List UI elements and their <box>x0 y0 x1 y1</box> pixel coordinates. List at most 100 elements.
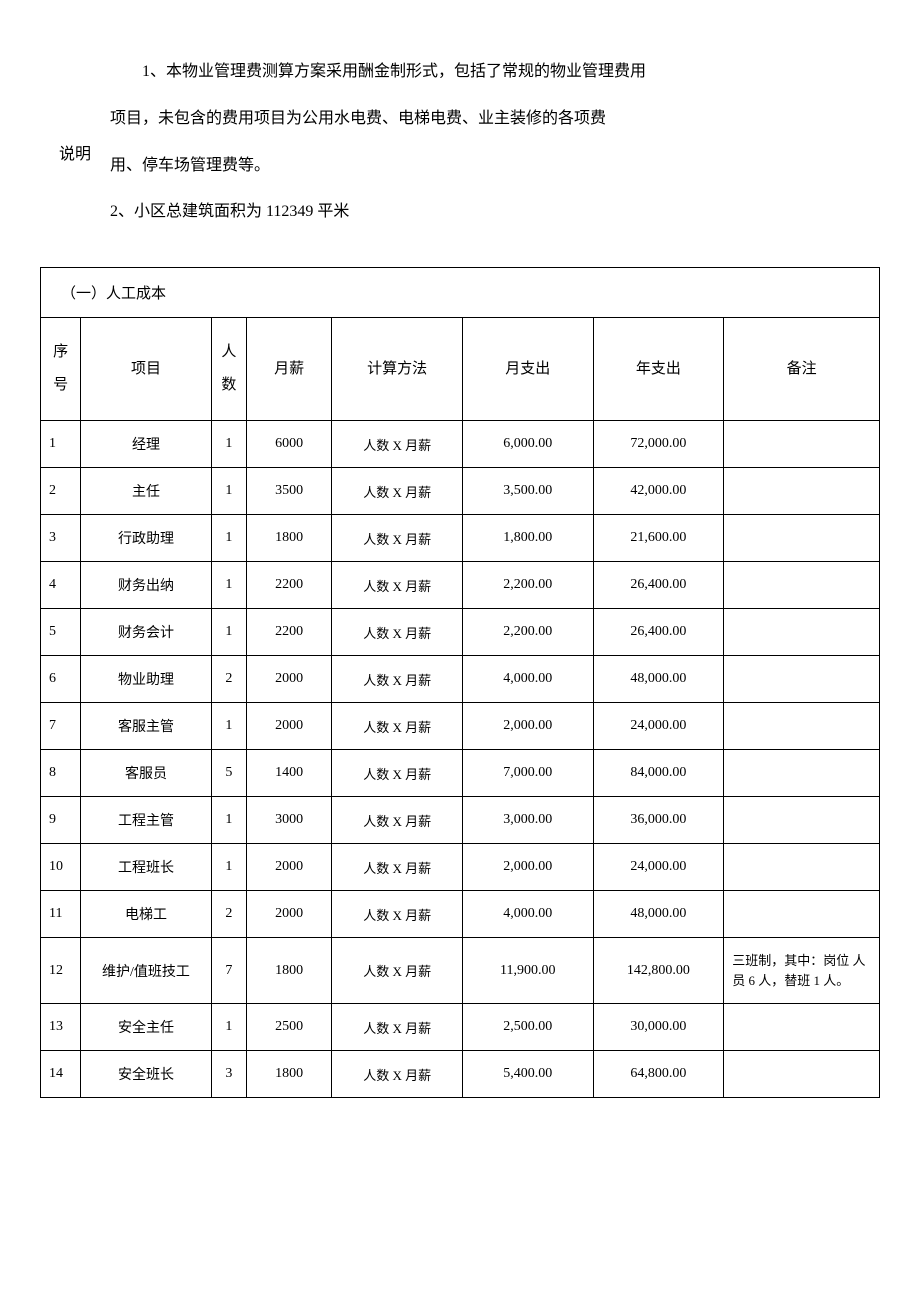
cell-monthly: 1,800.00 <box>462 515 593 562</box>
cell-remark: 三班制，其中：岗位 人员 6 人，替班 1 人。 <box>724 938 880 1004</box>
cell-count: 3 <box>211 1051 246 1098</box>
cell-project: 经理 <box>81 421 212 468</box>
cell-seq: 4 <box>41 562 81 609</box>
table-row: 3行政助理11800人数 X 月薪1,800.0021,600.00 <box>41 515 880 562</box>
cell-remark <box>724 468 880 515</box>
intro-line2: 项目，未包含的费用项目为公用水电费、电梯电费、业主装修的各项费 <box>110 97 880 142</box>
header-remark: 备注 <box>724 318 880 421</box>
cell-salary: 3500 <box>246 468 331 515</box>
cell-count: 1 <box>211 609 246 656</box>
cell-project: 主任 <box>81 468 212 515</box>
cell-yearly: 24,000.00 <box>593 844 724 891</box>
cell-project: 工程主管 <box>81 797 212 844</box>
cell-remark <box>724 515 880 562</box>
cell-salary: 3000 <box>246 797 331 844</box>
cell-monthly: 2,200.00 <box>462 562 593 609</box>
cell-salary: 6000 <box>246 421 331 468</box>
cell-seq: 13 <box>41 1004 81 1051</box>
cell-method: 人数 X 月薪 <box>332 421 463 468</box>
cell-remark <box>724 421 880 468</box>
cell-project: 财务出纳 <box>81 562 212 609</box>
cell-monthly: 5,400.00 <box>462 1051 593 1098</box>
cell-monthly: 3,000.00 <box>462 797 593 844</box>
cell-seq: 11 <box>41 891 81 938</box>
table-row: 1经理16000人数 X 月薪6,000.0072,000.00 <box>41 421 880 468</box>
cell-yearly: 84,000.00 <box>593 750 724 797</box>
cell-method: 人数 X 月薪 <box>332 562 463 609</box>
table-row: 10工程班长12000人数 X 月薪2,000.0024,000.00 <box>41 844 880 891</box>
cell-count: 1 <box>211 1004 246 1051</box>
intro-text: 1、本物业管理费测算方案采用酬金制形式，包括了常规的物业管理费用 项目，未包含的… <box>110 50 880 237</box>
cell-method: 人数 X 月薪 <box>332 468 463 515</box>
cell-salary: 2200 <box>246 562 331 609</box>
intro-label: 说明 <box>40 50 110 164</box>
cell-project: 客服员 <box>81 750 212 797</box>
table-row: 6物业助理22000人数 X 月薪4,000.0048,000.00 <box>41 656 880 703</box>
cell-method: 人数 X 月薪 <box>332 609 463 656</box>
cell-yearly: 64,800.00 <box>593 1051 724 1098</box>
cell-seq: 5 <box>41 609 81 656</box>
cell-seq: 12 <box>41 938 81 1004</box>
cell-yearly: 24,000.00 <box>593 703 724 750</box>
section-title: （一）人工成本 <box>41 268 880 318</box>
cell-salary: 2000 <box>246 891 331 938</box>
cell-project: 安全班长 <box>81 1051 212 1098</box>
cell-seq: 6 <box>41 656 81 703</box>
cell-seq: 10 <box>41 844 81 891</box>
cell-monthly: 6,000.00 <box>462 421 593 468</box>
cell-yearly: 42,000.00 <box>593 468 724 515</box>
cell-yearly: 21,600.00 <box>593 515 724 562</box>
cell-count: 1 <box>211 515 246 562</box>
cell-monthly: 11,900.00 <box>462 938 593 1004</box>
cell-salary: 2000 <box>246 656 331 703</box>
cell-count: 1 <box>211 421 246 468</box>
cell-project: 电梯工 <box>81 891 212 938</box>
table-row: 2主任13500人数 X 月薪3,500.0042,000.00 <box>41 468 880 515</box>
cell-remark <box>724 609 880 656</box>
header-count: 人 数 <box>211 318 246 421</box>
cell-monthly: 4,000.00 <box>462 656 593 703</box>
cell-method: 人数 X 月薪 <box>332 891 463 938</box>
cell-salary: 1800 <box>246 515 331 562</box>
cell-salary: 2500 <box>246 1004 331 1051</box>
header-row: 序 号 项目 人 数 月薪 计算方法 月支出 年支出 备注 <box>41 318 880 421</box>
cell-seq: 2 <box>41 468 81 515</box>
cell-method: 人数 X 月薪 <box>332 1051 463 1098</box>
cell-count: 2 <box>211 656 246 703</box>
cell-method: 人数 X 月薪 <box>332 1004 463 1051</box>
cell-method: 人数 X 月薪 <box>332 750 463 797</box>
cell-project: 工程班长 <box>81 844 212 891</box>
cell-remark <box>724 750 880 797</box>
cell-project: 财务会计 <box>81 609 212 656</box>
cell-method: 人数 X 月薪 <box>332 515 463 562</box>
intro-line1: 1、本物业管理费测算方案采用酬金制形式，包括了常规的物业管理费用 <box>110 50 880 95</box>
cell-project: 行政助理 <box>81 515 212 562</box>
cell-yearly: 48,000.00 <box>593 891 724 938</box>
cell-seq: 9 <box>41 797 81 844</box>
cell-remark <box>724 656 880 703</box>
cell-monthly: 3,500.00 <box>462 468 593 515</box>
cell-seq: 3 <box>41 515 81 562</box>
cell-count: 2 <box>211 891 246 938</box>
cell-seq: 1 <box>41 421 81 468</box>
cell-salary: 1800 <box>246 1051 331 1098</box>
cell-project: 维护/值班技工 <box>81 938 212 1004</box>
cell-monthly: 2,500.00 <box>462 1004 593 1051</box>
cell-yearly: 142,800.00 <box>593 938 724 1004</box>
cell-seq: 14 <box>41 1051 81 1098</box>
cell-count: 1 <box>211 797 246 844</box>
cell-salary: 2000 <box>246 844 331 891</box>
cell-salary: 2000 <box>246 703 331 750</box>
cost-table: （一）人工成本 序 号 项目 人 数 月薪 计算方法 月支出 年支出 备注 1经… <box>40 267 880 1098</box>
header-seq: 序 号 <box>41 318 81 421</box>
cell-method: 人数 X 月薪 <box>332 797 463 844</box>
cell-count: 5 <box>211 750 246 797</box>
cell-monthly: 2,200.00 <box>462 609 593 656</box>
cell-yearly: 72,000.00 <box>593 421 724 468</box>
table-row: 13安全主任12500人数 X 月薪2,500.0030,000.00 <box>41 1004 880 1051</box>
intro-line4: 2、小区总建筑面积为 112349 平米 <box>110 190 880 235</box>
cell-remark <box>724 562 880 609</box>
cell-monthly: 4,000.00 <box>462 891 593 938</box>
header-monthly: 月支出 <box>462 318 593 421</box>
header-yearly: 年支出 <box>593 318 724 421</box>
